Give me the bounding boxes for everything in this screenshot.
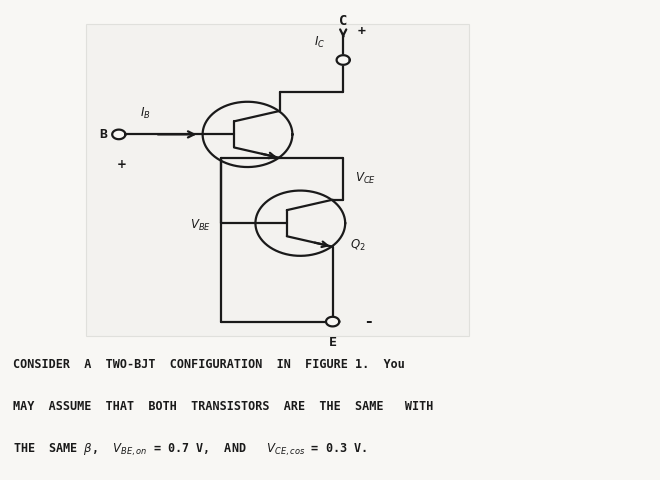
Polygon shape [337, 55, 350, 65]
Text: E: E [329, 336, 337, 349]
Text: $I_B$: $I_B$ [140, 106, 150, 121]
Text: $Q_2$: $Q_2$ [350, 238, 366, 252]
FancyBboxPatch shape [86, 24, 469, 336]
Text: $I_C$: $I_C$ [314, 35, 325, 49]
Text: MAY  ASSUME  THAT  BOTH  TRANSISTORS  ARE  THE  SAME   WITH: MAY ASSUME THAT BOTH TRANSISTORS ARE THE… [13, 400, 434, 413]
Text: $V_{BE}$: $V_{BE}$ [190, 218, 211, 233]
Text: +: + [117, 158, 127, 171]
Polygon shape [112, 130, 125, 139]
Text: $V_{CE}$: $V_{CE}$ [355, 171, 376, 186]
Polygon shape [326, 317, 339, 326]
Text: C: C [339, 14, 347, 28]
Text: -: - [293, 314, 300, 329]
Text: B: B [99, 128, 107, 141]
Text: -: - [366, 314, 372, 329]
Text: THE  SAME $\beta$,  $V_{BE,on}$ = 0.7 V,  AND   $V_{CE,cos}$ = 0.3 V.: THE SAME $\beta$, $V_{BE,on}$ = 0.7 V, A… [13, 442, 367, 458]
Text: +: + [358, 24, 366, 38]
Text: CONSIDER  A  TWO-BJT  CONFIGURATION  IN  FIGURE 1.  You: CONSIDER A TWO-BJT CONFIGURATION IN FIGU… [13, 358, 405, 371]
